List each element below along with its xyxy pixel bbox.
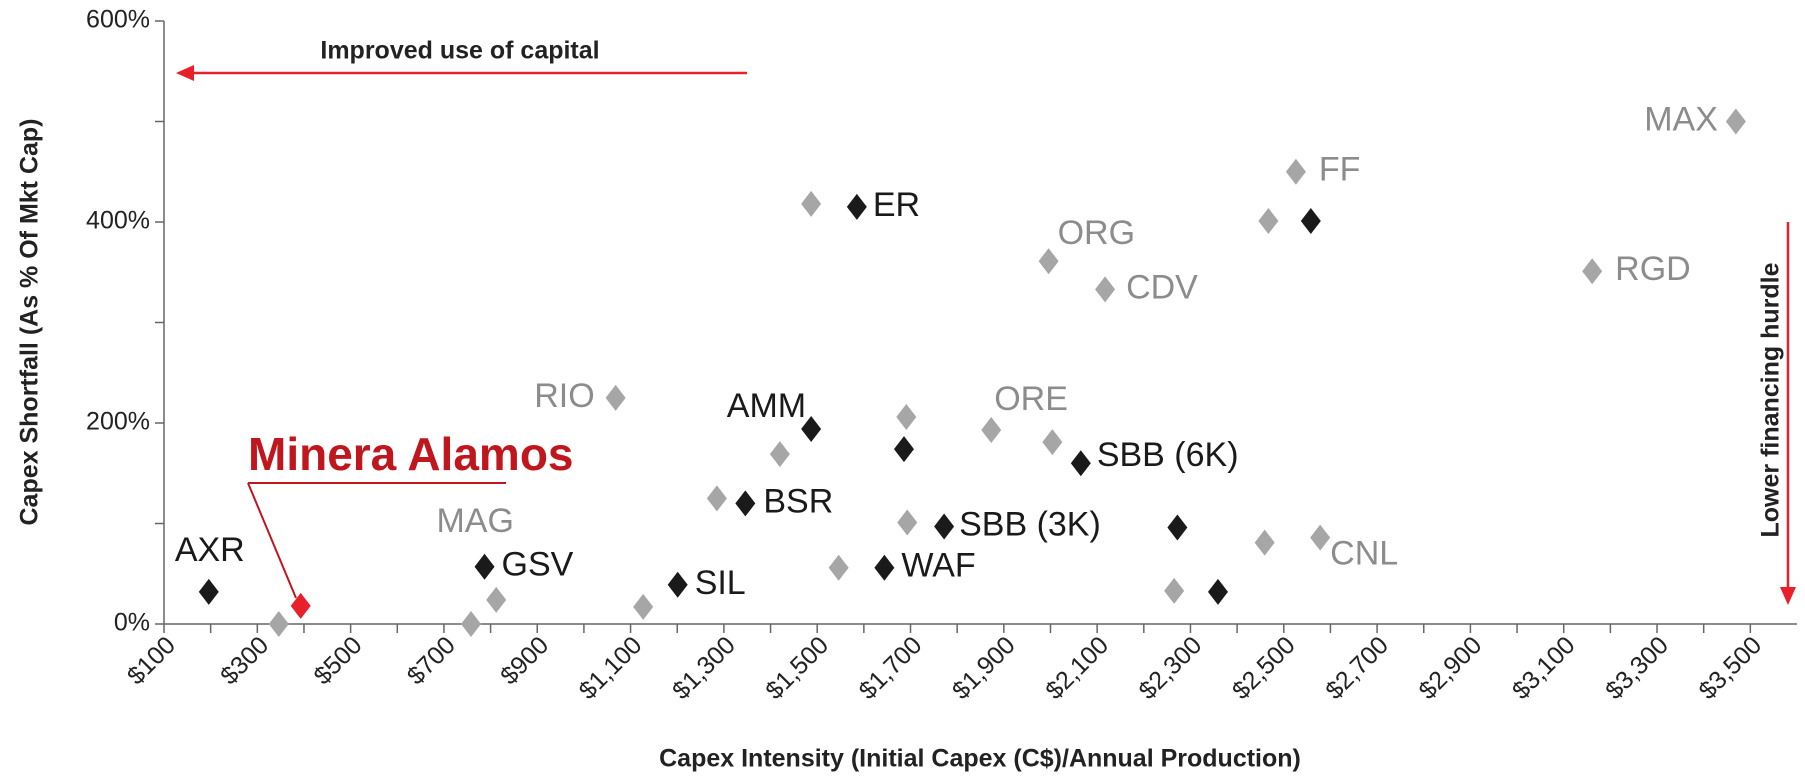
point: [486, 586, 507, 613]
point: [290, 592, 311, 619]
point-label: MAX: [1644, 100, 1718, 138]
x-tick-label: $900: [495, 631, 554, 690]
x-tick-label: $2,900: [1413, 631, 1487, 705]
point-label: SBB (6K): [1097, 436, 1239, 474]
point-label: BSR: [763, 482, 833, 520]
point: [893, 436, 914, 463]
point-label: SIL: [695, 564, 746, 602]
point: [268, 611, 289, 637]
x-tick-label: $1,900: [947, 631, 1021, 705]
point-label: RGD: [1615, 250, 1691, 288]
point: [1300, 207, 1321, 234]
point: [801, 190, 822, 217]
y-tick-label: 200%: [86, 408, 150, 436]
point: [1254, 529, 1275, 556]
point-label: CNL: [1330, 535, 1398, 573]
point-label: ORG: [1058, 214, 1135, 252]
x-tick-label: $1,300: [667, 631, 741, 705]
y-tick-label: 400%: [86, 207, 150, 235]
arrow-head: [176, 65, 194, 81]
x-tick-label: $300: [215, 631, 274, 690]
point: [934, 513, 955, 540]
point: [1042, 429, 1063, 456]
annotation: Improved use of capital: [320, 37, 599, 65]
x-tick-label: $1,100: [574, 631, 648, 705]
point-label: SBB (3K): [959, 505, 1101, 543]
point: [667, 571, 688, 598]
point: [198, 578, 219, 605]
point-label: RIO: [534, 377, 594, 415]
point-label: ER: [873, 186, 920, 224]
x-tick-label: $100: [122, 631, 181, 690]
point-label: MAG: [436, 502, 513, 540]
point: [769, 441, 790, 468]
point: [828, 554, 849, 581]
point: [735, 490, 756, 517]
y-tick-label: 0%: [114, 609, 150, 637]
point: [1725, 108, 1746, 135]
x-tick-label: $1,700: [854, 631, 928, 705]
point: [846, 193, 867, 220]
y-axis-title: Capex Shortfall (As % Of Mkt Cap): [16, 119, 44, 526]
point: [1207, 578, 1228, 605]
x-tick-label: $2,100: [1040, 631, 1114, 705]
point: [1038, 248, 1059, 275]
point-label: ORE: [994, 380, 1068, 418]
point: [874, 554, 895, 581]
point: [897, 509, 918, 536]
point: [1167, 514, 1188, 541]
x-tick-label: $700: [402, 631, 461, 690]
point-label: WAF: [901, 547, 975, 585]
point: [1095, 276, 1116, 303]
point: [605, 384, 626, 411]
x-tick-label: $1,500: [760, 631, 834, 705]
point: [1582, 258, 1603, 285]
point: [801, 416, 822, 443]
x-tick-label: $2,300: [1134, 631, 1208, 705]
arrow-head: [1780, 587, 1796, 605]
x-axis-title: Capex Intensity (Initial Capex (C$)/Annu…: [659, 745, 1301, 773]
point: [1285, 158, 1306, 185]
leader-line: [247, 482, 297, 599]
x-tick-label: $3,100: [1507, 631, 1581, 705]
y-tick-label: 600%: [86, 6, 150, 34]
point-label: CDV: [1126, 268, 1198, 306]
x-tick-label: $500: [308, 631, 367, 690]
point: [1164, 577, 1185, 604]
point: [1258, 207, 1279, 234]
point-label: AMM: [727, 387, 806, 425]
point: [896, 403, 917, 430]
x-tick-label: $2,500: [1227, 631, 1301, 705]
point: [633, 593, 654, 620]
x-tick-label: $2,700: [1320, 631, 1394, 705]
point-label: GSV: [502, 546, 574, 584]
point: [461, 611, 482, 637]
annotation: Lower financing hurdle: [1757, 262, 1785, 537]
point: [981, 417, 1002, 444]
point: [1310, 524, 1331, 551]
x-tick-label: $3,500: [1693, 631, 1767, 705]
point: [474, 553, 495, 580]
point: [706, 485, 727, 512]
highlight-label: Minera Alamos: [248, 428, 574, 480]
x-tick-label: $3,300: [1600, 631, 1674, 705]
point-label: FF: [1319, 151, 1361, 189]
point: [1070, 450, 1091, 477]
point-label: AXR: [175, 531, 245, 569]
